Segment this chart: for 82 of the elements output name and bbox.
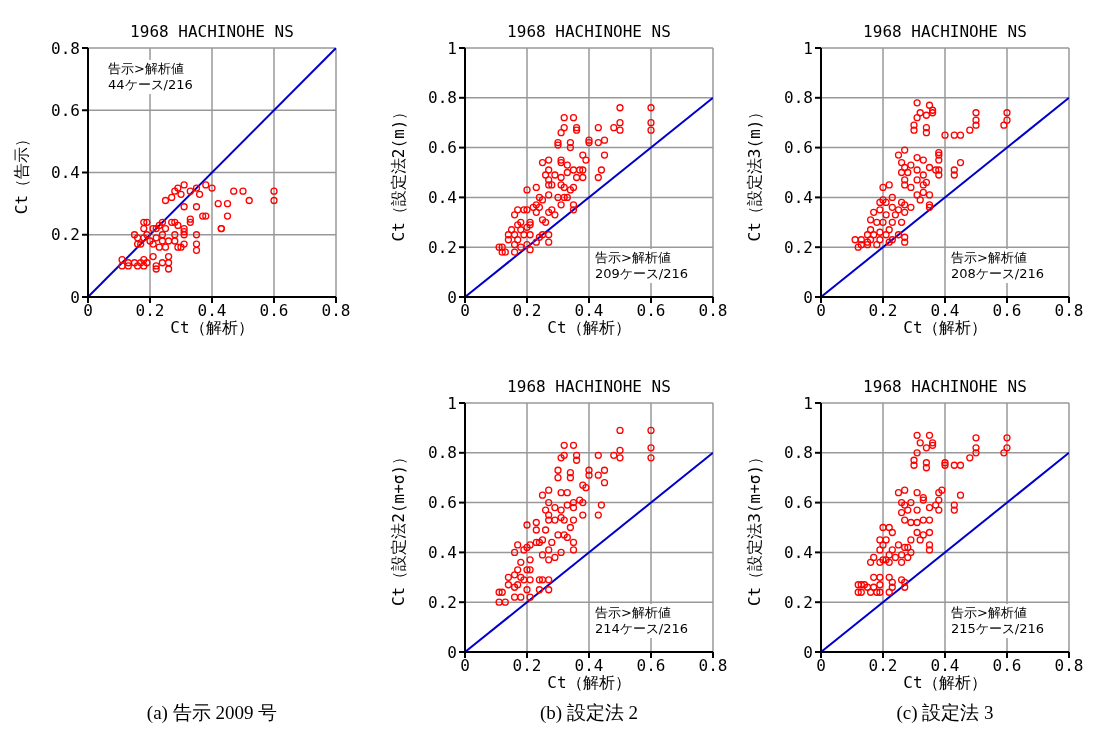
text: (a) 告示 2009 号 <box>145 701 279 725</box>
y-tick-label: 0.8 <box>784 443 813 463</box>
x-tick-label: 0 <box>83 301 93 321</box>
annotation: 告示>解析値 <box>595 250 672 266</box>
y-axis-title: Ct（設定法3(m)） <box>744 103 764 242</box>
y-axis-title: Ct（告示） <box>11 130 31 215</box>
y-tick-label: 0.6 <box>51 100 80 120</box>
annotation: 208ケース/216 <box>951 266 1045 282</box>
x-tick-label: 0.8 <box>321 301 351 321</box>
y-tick-label: 0 <box>803 287 813 307</box>
x-tick-label: 0.2 <box>868 301 898 321</box>
y-tick-label: 0.8 <box>428 88 457 108</box>
annotation: 215ケース/216 <box>951 621 1045 637</box>
x-tick-label: 0.4 <box>574 656 604 676</box>
y-tick-label: 1 <box>803 393 813 413</box>
x-axis-title: Ct（解析） <box>903 318 987 337</box>
y-tick-label: 1 <box>447 393 457 413</box>
x-tick-label: 0.8 <box>1054 656 1084 676</box>
chart-title: 1968 HACHINOHE NS <box>506 22 672 41</box>
annotation: 告示>解析値 <box>108 61 185 77</box>
y-tick-label: 1 <box>803 38 813 58</box>
y-axis-title: Ct（設定法2(m+σ)） <box>388 448 408 607</box>
x-axis-title: Ct（解析） <box>547 318 631 337</box>
y-tick-label: 0.6 <box>428 493 457 513</box>
y-tick-label: 0.2 <box>51 225 80 245</box>
chart-title: 1968 HACHINOHE NS <box>129 22 295 41</box>
y-tick-label: 0 <box>447 287 457 307</box>
y-tick-label: 0.8 <box>51 38 80 58</box>
y-tick-label: 0.8 <box>784 88 813 108</box>
y-tick-label: 0.2 <box>428 592 457 612</box>
y-tick-label: 0 <box>447 642 457 662</box>
x-tick-label: 0.6 <box>636 656 666 676</box>
chart-title: 1968 HACHINOHE NS <box>506 377 672 396</box>
x-tick-label: 0.6 <box>636 301 666 321</box>
y-tick-label: 0.6 <box>428 138 457 158</box>
y-tick-label: 0.2 <box>784 237 813 257</box>
chart-title: 1968 HACHINOHE NS <box>862 22 1028 41</box>
x-axis-title: Ct（解析） <box>547 673 631 692</box>
x-tick-label: 0.4 <box>930 656 960 676</box>
y-tick-label: 0.4 <box>428 543 457 563</box>
y-axis-title: Ct（設定法3(m+σ)） <box>744 448 764 607</box>
x-tick-label: 0.4 <box>574 301 604 321</box>
annotation: 214ケース/216 <box>595 621 689 637</box>
y-tick-label: 0.4 <box>784 543 813 563</box>
annotation: 告示>解析値 <box>595 605 672 621</box>
x-tick-label: 0.8 <box>698 301 728 321</box>
x-tick-label: 0.2 <box>512 656 542 676</box>
x-axis-title: Ct（解析） <box>170 318 254 337</box>
x-tick-label: 0 <box>460 301 470 321</box>
x-tick-label: 0.4 <box>197 301 227 321</box>
y-tick-label: 0.2 <box>428 237 457 257</box>
x-tick-label: 0.2 <box>135 301 165 321</box>
x-tick-label: 0 <box>460 656 470 676</box>
annotation: 44ケース/216 <box>108 77 193 93</box>
x-tick-label: 0.2 <box>868 656 898 676</box>
x-axis-title: Ct（解析） <box>903 673 987 692</box>
x-tick-label: 0.2 <box>512 301 542 321</box>
text: (b) 設定法 2 <box>538 701 640 725</box>
annotation: 告示>解析値 <box>951 605 1028 621</box>
y-tick-label: 0.6 <box>784 493 813 513</box>
x-tick-label: 0.4 <box>930 301 960 321</box>
y-tick-label: 0 <box>803 642 813 662</box>
y-tick-label: 0.2 <box>784 592 813 612</box>
y-tick-label: 0.4 <box>428 188 457 208</box>
x-tick-label: 0.6 <box>992 656 1022 676</box>
annotation: 209ケース/216 <box>595 266 689 282</box>
x-tick-label: 0.6 <box>259 301 289 321</box>
annotation: 告示>解析値 <box>951 250 1028 266</box>
y-tick-label: 1 <box>447 38 457 58</box>
y-axis-title: Ct（設定法2(m)） <box>388 103 408 242</box>
y-tick-label: 0.6 <box>784 138 813 158</box>
x-tick-label: 0 <box>816 301 826 321</box>
y-tick-label: 0.4 <box>51 163 80 183</box>
y-tick-label: 0 <box>70 287 80 307</box>
x-tick-label: 0.8 <box>698 656 728 676</box>
x-tick-label: 0.8 <box>1054 301 1084 321</box>
text: (c) 設定法 3 <box>895 701 995 725</box>
x-tick-label: 0.6 <box>992 301 1022 321</box>
y-tick-label: 0.4 <box>784 188 813 208</box>
y-tick-label: 0.8 <box>428 443 457 463</box>
chart-title: 1968 HACHINOHE NS <box>862 377 1028 396</box>
x-tick-label: 0 <box>816 656 826 676</box>
